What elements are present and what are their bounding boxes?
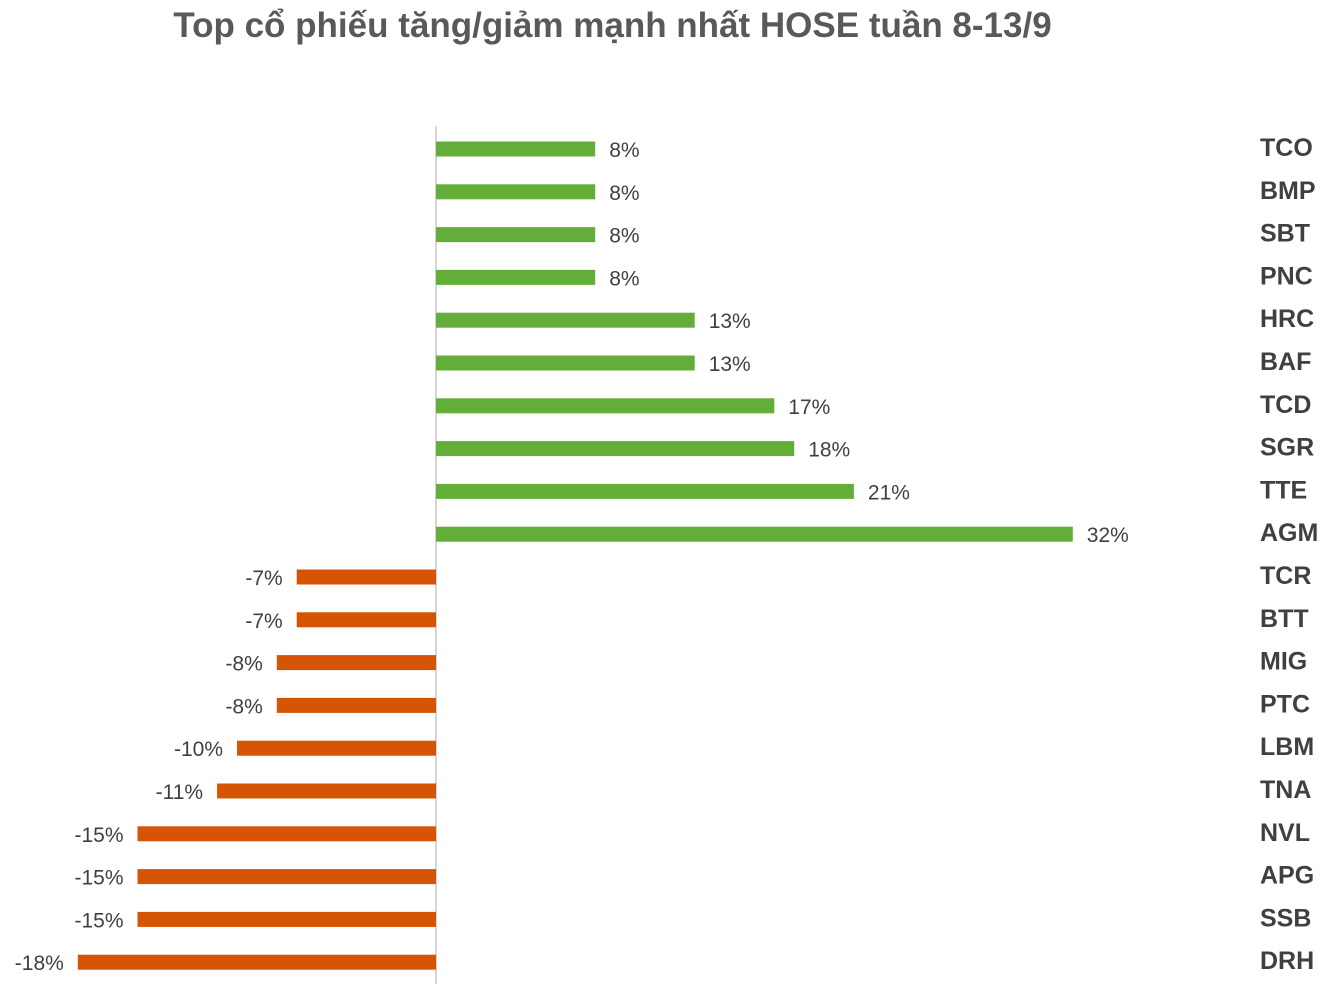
value-label-tte: 21% [868, 481, 910, 504]
category-label-nvl: NVL [1260, 819, 1310, 847]
bar-mig [276, 655, 436, 671]
bars-group [77, 141, 1073, 970]
value-label-tna: -11% [156, 781, 203, 804]
value-label-ssb: -15% [74, 909, 123, 932]
category-label-ssb: SSB [1260, 904, 1311, 932]
category-label-mig: MIG [1260, 648, 1307, 676]
bar-sgr [436, 441, 795, 457]
bar-tte [436, 483, 854, 499]
value-label-sgr: 18% [808, 439, 850, 462]
value-label-drh: -18% [15, 952, 64, 975]
category-label-sgr: SGR [1260, 434, 1314, 462]
category-label-tna: TNA [1260, 776, 1311, 804]
value-label-lbm: -10% [174, 738, 223, 761]
category-label-drh: DRH [1260, 947, 1314, 975]
bar-tcr [296, 569, 436, 585]
value-label-hrc: 13% [709, 310, 751, 333]
category-label-btt: BTT [1260, 605, 1309, 633]
category-labels-group: TCO BMP SBT PNC HRC BAF TCD SGR TTE AGM TCR BTT MIG P… [1260, 134, 1318, 975]
value-label-agm: 32% [1087, 524, 1129, 547]
value-label-pnc: 8% [609, 267, 639, 290]
value-label-mig: -8% [225, 653, 262, 676]
bar-apg [137, 869, 436, 885]
bar-bmp [436, 184, 596, 200]
bar-tna [217, 783, 436, 799]
bar-agm [436, 526, 1073, 542]
value-label-apg: -15% [74, 867, 123, 890]
category-label-sbt: SBT [1260, 220, 1310, 248]
category-label-tte: TTE [1260, 476, 1307, 504]
category-label-baf: BAF [1260, 348, 1311, 376]
category-label-hrc: HRC [1260, 305, 1314, 333]
category-label-tcd: TCD [1260, 391, 1311, 419]
category-label-tco: TCO [1260, 134, 1313, 162]
bar-tcd [436, 398, 775, 414]
bar-sbt [436, 227, 596, 243]
bar-drh [77, 954, 437, 970]
value-label-tco: 8% [609, 139, 639, 162]
category-label-pnc: PNC [1260, 262, 1313, 290]
bar-hrc [436, 312, 695, 328]
category-label-agm: AGM [1260, 519, 1318, 547]
value-labels-group: 8%8%8%8%13%13%17%18%21%32%-7%-7%-8%-8%-1… [15, 139, 1129, 975]
category-label-apg: APG [1260, 862, 1314, 890]
bar-ptc [276, 697, 436, 713]
value-label-tcr: -7% [245, 567, 282, 590]
category-label-lbm: LBM [1260, 733, 1314, 761]
category-label-tcr: TCR [1260, 562, 1311, 590]
bar-lbm [237, 740, 436, 756]
bar-nvl [137, 826, 436, 842]
value-label-baf: 13% [709, 353, 751, 376]
bar-tco [436, 141, 596, 157]
value-label-tcd: 17% [788, 396, 830, 419]
value-label-nvl: -15% [74, 824, 123, 847]
value-label-ptc: -8% [225, 695, 262, 718]
value-label-btt: -7% [245, 610, 282, 633]
value-label-bmp: 8% [609, 182, 639, 205]
bar-baf [436, 355, 695, 371]
bar-ssb [137, 911, 436, 927]
bar-pnc [436, 269, 596, 285]
category-label-bmp: BMP [1260, 177, 1316, 205]
value-label-sbt: 8% [609, 225, 639, 248]
chart-title: Top cổ phiếu tăng/giảm mạnh nhất HOSE tu… [173, 6, 1052, 45]
category-label-ptc: PTC [1260, 690, 1310, 718]
bar-btt [296, 612, 436, 628]
